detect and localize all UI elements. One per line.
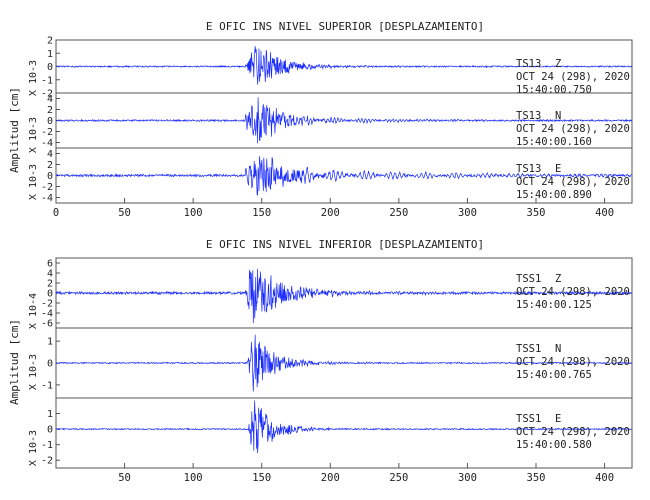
- station-label: TSS1: [516, 413, 541, 425]
- waveform-trace: [55, 334, 632, 392]
- y-tick-label: -1: [41, 440, 53, 451]
- date-label: OCT 24 (298), 2020: [516, 176, 630, 188]
- waveform-trace: [55, 46, 632, 85]
- y-tick-label: -2: [41, 299, 53, 310]
- date-label: OCT 24 (298), 2020: [516, 356, 630, 368]
- y-tick-label: -2: [41, 89, 53, 100]
- chart-lower: E OFIC INS NIVEL INFERIOR [DESPLAZAMIENT…: [8, 238, 633, 484]
- scale-label: X 10-3: [28, 117, 39, 153]
- x-tick-label: 150: [252, 472, 271, 484]
- x-tick-label: 400: [595, 472, 614, 484]
- x-tick-label: 350: [527, 472, 546, 484]
- x-tick-label: 150: [252, 207, 271, 219]
- panel-tss1-e: 10-1-2 X 10-3 TSS1 E OCT 24 (298), 2020 …: [28, 397, 633, 469]
- component-label: Z: [555, 273, 561, 285]
- x-tick-label: 400: [595, 207, 614, 219]
- time-label: 15:40:00.580: [516, 439, 592, 451]
- x-tick-label: 300: [458, 207, 477, 219]
- time-label: 15:40:00.765: [516, 369, 592, 381]
- date-label: OCT 24 (298), 2020: [516, 286, 630, 298]
- panel-frame: [55, 397, 633, 469]
- waveform-trace: [55, 400, 632, 454]
- x-tick-label: 100: [184, 472, 203, 484]
- y-tick-label: -2: [41, 456, 53, 467]
- y-tick-label: 1: [47, 337, 53, 348]
- scale-label: X 10-4: [28, 293, 39, 329]
- y-axis-label: Amplitud [cm]: [8, 319, 21, 405]
- y-tick-label: -2: [41, 127, 53, 138]
- y-tick-label: 4: [47, 94, 53, 105]
- panel-ts13-e: 420-2-4 X 10-3 TS13 E OCT 24 (298), 2020…: [28, 147, 633, 204]
- y-tick-label: 0: [47, 425, 53, 436]
- component-label: E: [555, 163, 561, 175]
- station-label: TS13: [516, 58, 541, 70]
- y-tick-label: 2: [47, 279, 53, 290]
- y-tick-label: 4: [47, 269, 53, 280]
- station-label: TSS1: [516, 343, 541, 355]
- x-tick-label: 50: [118, 207, 131, 219]
- component-label: Z: [555, 58, 561, 70]
- y-tick-label: 0: [47, 116, 53, 127]
- x-tick-label: 100: [184, 207, 203, 219]
- time-label: 15:40:00.750: [516, 84, 592, 96]
- panel-tss1-n: 1 0 -1 X 10-3 TSS1 N OCT 24 (298), 2020 15…: [28, 327, 633, 399]
- x-tick-label: 350: [527, 207, 546, 219]
- y-tick-label: 2: [47, 105, 53, 116]
- x-tick-label: 250: [389, 207, 408, 219]
- time-label: 15:40:00.160: [516, 136, 592, 148]
- y-tick-label: 0: [47, 62, 53, 73]
- y-tick-label: 0: [47, 359, 53, 370]
- x-tick-label: 250: [389, 472, 408, 484]
- y-tick-label: 6: [47, 259, 53, 270]
- station-label: TSS1: [516, 273, 541, 285]
- y-tick-label: 2: [47, 160, 53, 171]
- y-axis-label: Amplitud [cm]: [8, 87, 21, 173]
- chart-title: E OFIC INS NIVEL INFERIOR [DESPLAZAMIENT…: [206, 238, 484, 251]
- x-tick-label: 50: [118, 472, 131, 484]
- y-tick-label: 1: [47, 49, 53, 60]
- panel-ts13-z: 2 1 0 -1 -2 X 10-3 TS13 Z OCT 24 (298), 2020…: [28, 36, 633, 100]
- date-label: OCT 24 (298), 2020: [516, 426, 630, 438]
- y-tick-label: 0: [47, 171, 53, 182]
- scale-label: X 10-3: [28, 354, 39, 390]
- chart-title: E OFIC INS NIVEL SUPERIOR [DESPLAZAMIENT…: [206, 20, 484, 33]
- y-tick-label: 0: [47, 289, 53, 300]
- date-label: OCT 24 (298), 2020: [516, 123, 630, 135]
- waveform-trace: [55, 268, 632, 324]
- x-tick-label: 200: [321, 207, 340, 219]
- y-tick-label: -4: [41, 309, 53, 320]
- waveform-trace: [55, 97, 632, 144]
- component-label: N: [555, 343, 561, 355]
- y-tick-label: -1: [41, 75, 53, 86]
- waveform-trace: [55, 156, 632, 196]
- panel-ts13-n: 420-2-4 X 10-3 TS13 N OCT 24 (298), 2020…: [28, 92, 633, 153]
- scale-label: X 10-3: [28, 430, 39, 466]
- y-tick-label: -1: [41, 380, 53, 391]
- time-label: 15:40:00.125: [516, 299, 592, 311]
- x-tick-label: 0: [53, 207, 59, 219]
- y-tick-label: 2: [47, 36, 53, 47]
- y-tick-label: 4: [47, 149, 53, 160]
- time-label: 15:40:00.890: [516, 189, 592, 201]
- x-tick-label: 300: [458, 472, 477, 484]
- scale-label: X 10-3: [28, 164, 39, 200]
- chart-upper: E OFIC INS NIVEL SUPERIOR [DESPLAZAMIENT…: [8, 20, 633, 219]
- component-label: N: [555, 110, 561, 122]
- date-label: OCT 24 (298), 2020: [516, 71, 630, 83]
- y-tick-label: 1: [47, 409, 53, 420]
- station-label: TS13: [516, 163, 541, 175]
- y-tick-label: -2: [41, 182, 53, 193]
- station-label: TS13: [516, 110, 541, 122]
- x-tick-label: 200: [321, 472, 340, 484]
- y-tick-label: -4: [41, 193, 53, 204]
- y-tick-label: -4: [41, 138, 53, 149]
- component-label: E: [555, 413, 561, 425]
- y-tick-label: -6: [41, 319, 53, 330]
- scale-label: X 10-3: [28, 60, 39, 96]
